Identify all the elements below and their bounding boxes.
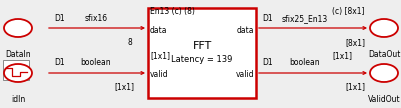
Text: D1: D1 xyxy=(262,58,273,67)
Text: DataOut: DataOut xyxy=(367,50,399,59)
Text: [1x1]: [1x1] xyxy=(344,82,364,91)
Ellipse shape xyxy=(369,64,397,82)
Ellipse shape xyxy=(4,64,32,82)
Text: valid: valid xyxy=(150,70,168,79)
Text: boolean: boolean xyxy=(289,58,320,67)
Text: [8x1]: [8x1] xyxy=(344,38,364,47)
Text: DataIn: DataIn xyxy=(5,50,31,59)
Text: [1x1]: [1x1] xyxy=(114,82,134,91)
Text: sfix25_En13: sfix25_En13 xyxy=(281,14,327,23)
Text: D1: D1 xyxy=(262,14,273,23)
Text: D1: D1 xyxy=(55,58,65,67)
Text: FFT: FFT xyxy=(192,41,211,51)
Text: data: data xyxy=(236,26,253,35)
Text: Latency = 139: Latency = 139 xyxy=(171,56,232,64)
Text: (c) [8x1]: (c) [8x1] xyxy=(331,7,364,16)
Text: [1x1]: [1x1] xyxy=(150,51,170,60)
Text: 8: 8 xyxy=(127,38,132,47)
Text: ValidOut: ValidOut xyxy=(367,95,399,104)
Ellipse shape xyxy=(4,19,32,37)
Text: En13 (c) (8): En13 (c) (8) xyxy=(150,7,194,16)
Text: data: data xyxy=(150,26,167,35)
Text: sfix16: sfix16 xyxy=(84,14,107,23)
Bar xyxy=(148,8,255,98)
Text: valid: valid xyxy=(235,70,253,79)
Text: [1x1]: [1x1] xyxy=(331,51,351,60)
Text: boolean: boolean xyxy=(81,58,111,67)
Text: idIn: idIn xyxy=(11,95,25,104)
Text: D1: D1 xyxy=(55,14,65,23)
Bar xyxy=(3,60,29,80)
Ellipse shape xyxy=(369,19,397,37)
